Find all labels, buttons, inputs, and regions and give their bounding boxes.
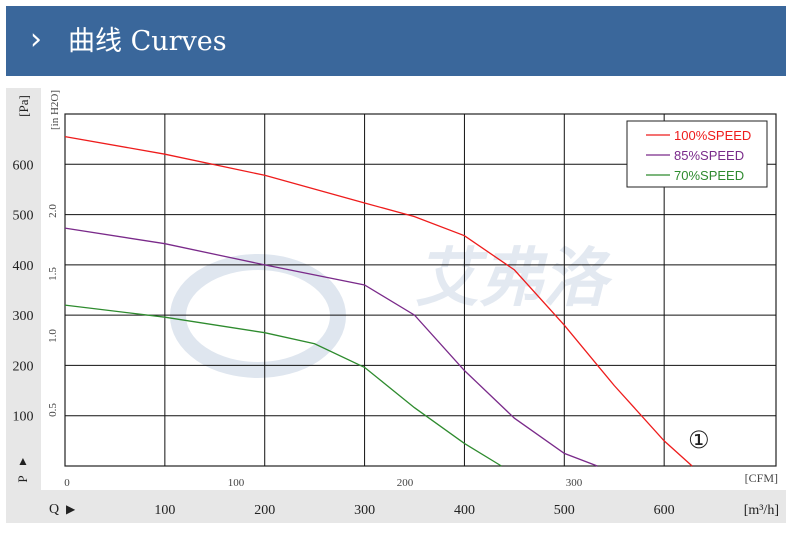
y-tick-label-inh2o: 0.5 [47,403,59,417]
header-bar: › 曲线 Curves [6,6,786,76]
y-tick-label-pa: 400 [13,259,34,274]
legend-label: 85%SPEED [674,148,744,163]
x-tick-label-cfm: 300 [566,477,583,489]
y-tick-label-inh2o: 1.0 [47,329,59,343]
watermark-logo-ring [170,254,346,378]
x-tick-label-m3h: 200 [254,503,275,518]
curve-70-percentspeed [64,304,502,467]
x-tick-label-m3h: 400 [454,503,475,518]
x-tick-label-m3h: 300 [354,503,375,518]
x-tick-label-cfm: 100 [228,477,245,489]
y-axis-unit-inh2o: [in H2O] [49,90,61,130]
y-axis-band [6,88,41,490]
x-axis-unit-m3h: [m³/h] [744,503,779,518]
y-axis-label: P [15,475,30,482]
x-tick-label-m3h: 500 [554,503,575,518]
curve-100-percentspeed [64,135,693,467]
y-tick-label-pa: 600 [13,158,34,173]
curve-85-percentspeed [64,227,598,467]
legend-label: 70%SPEED [674,168,744,183]
x-tick-label-cfm: 200 [397,477,414,489]
y-tick-label-inh2o: 2.0 [47,204,59,218]
x-tick-label-cfm: 0 [64,477,70,489]
x-axis-arrow-icon: ▶ [66,502,76,516]
y-axis-arrow-icon: ▲ [17,454,29,468]
y-tick-label-pa: 500 [13,209,34,224]
x-tick-label-m3h: 100 [154,503,175,518]
y-axis-unit-pa: [Pa] [16,95,31,117]
chevron-right-icon: › [30,22,42,57]
y-tick-label-pa: 200 [13,359,34,374]
y-tick-label-pa: 300 [13,309,34,324]
y-tick-label-pa: 100 [13,410,34,425]
legend-label: 100%SPEED [674,128,751,143]
curve-number-annotation: ① [688,426,710,454]
y-tick-label-inh2o: 1.5 [47,267,59,281]
page-title: 曲线 Curves [68,26,227,57]
x-axis-label: Q [49,502,59,517]
watermark-text: 艾弗洛 [415,242,613,316]
legend-box [626,120,768,188]
x-tick-label-m3h: 600 [654,503,675,518]
x-axis-unit-cfm: [CFM] [745,471,778,485]
x-axis-band [6,490,786,523]
